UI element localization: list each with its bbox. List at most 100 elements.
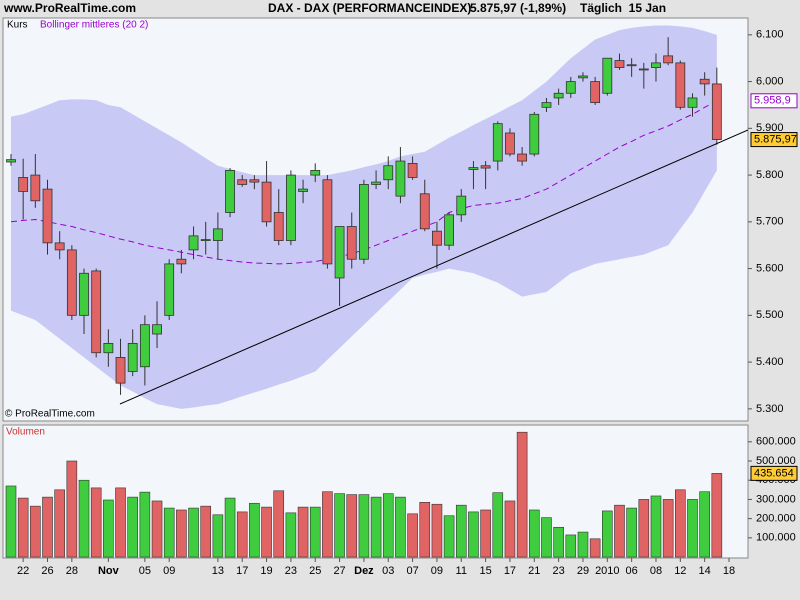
x-tick-label: 25 (309, 565, 321, 577)
candle-body (602, 57, 613, 94)
candle-body (553, 92, 564, 99)
x-tick-label: 28 (66, 565, 78, 577)
candle-body (590, 81, 601, 104)
x-tick-label: 07 (406, 565, 418, 577)
volume-bar (188, 507, 199, 558)
candle-body (529, 113, 540, 155)
volume-bar (687, 499, 698, 558)
volume-bar (528, 509, 540, 558)
volume-bar (565, 534, 577, 558)
volume-label: 435.654 (754, 467, 794, 479)
candle-body (42, 188, 53, 244)
y-tick-label: 300.000 (756, 493, 796, 505)
volume-bar (139, 491, 151, 558)
y-tick-label: 100.000 (756, 532, 796, 544)
legend-bollinger: Bollinger mittleres (20 2) (40, 20, 148, 31)
candle-body (200, 239, 211, 242)
volume-bar (127, 496, 138, 558)
instrument: DAX - DAX (PERFORMANCEINDEX) (268, 1, 471, 15)
volume-bar (30, 505, 41, 558)
volume-bar (699, 491, 710, 558)
y-tick-label: 5.800 (756, 169, 784, 181)
candle-body (91, 270, 102, 354)
candle-body (115, 357, 126, 384)
x-tick-label: 03 (382, 565, 394, 577)
period: Täglich 15 Jan (580, 1, 666, 15)
candle-body (407, 162, 418, 178)
x-tick-label: 26 (41, 565, 53, 577)
candle-body (626, 64, 637, 67)
x-tick-label: 15 (479, 565, 491, 577)
x-tick-label: 09 (431, 565, 443, 577)
credit: © ProRealTime.com (5, 409, 95, 420)
volume-bar (334, 493, 345, 558)
volume-bar (577, 531, 589, 558)
x-tick-label: 2010 (595, 565, 619, 577)
candle-body (334, 226, 345, 279)
volume-bar (273, 490, 285, 558)
price-plot (6, 25, 722, 409)
candle-body (638, 68, 649, 71)
candle-body (505, 132, 515, 155)
volume-bar (589, 538, 601, 558)
candle-body (456, 195, 467, 216)
candle-body (18, 177, 29, 192)
volume-bar (176, 509, 187, 558)
volume-bar (516, 431, 528, 558)
y-tick-label: 5.700 (756, 216, 784, 228)
candle-body (541, 102, 552, 108)
volume-label-box (750, 465, 798, 481)
volume-title: Volumen (6, 427, 45, 438)
volume-bar (468, 511, 479, 558)
volume-bar (614, 504, 625, 558)
candle-body (444, 214, 455, 246)
candle-body (711, 83, 722, 140)
volume-bar (212, 514, 224, 558)
candle-body (675, 62, 686, 108)
volume-bar (200, 505, 212, 558)
volume-bar (370, 496, 382, 558)
volume-bar (103, 499, 114, 558)
volume-bar (675, 489, 686, 558)
site: www.ProRealTime.com (3, 1, 136, 15)
volume-bar (455, 504, 467, 558)
volume-bar (662, 499, 674, 558)
candle-body (310, 170, 321, 176)
y-tick-label: 5.300 (756, 403, 784, 415)
x-tick-label: 21 (528, 565, 540, 577)
candle-body (651, 62, 661, 68)
y-tick-label: 5.900 (756, 122, 784, 134)
volume-bar (395, 496, 406, 558)
candle-body (468, 167, 479, 170)
candle-body (30, 174, 41, 202)
x-tick-label: 23 (285, 565, 297, 577)
x-tick-label: 29 (577, 565, 589, 577)
x-tick-label: 17 (504, 565, 516, 577)
x-tick-label: Dez (354, 565, 374, 577)
volume-bar (638, 499, 650, 558)
candle-body (419, 193, 430, 230)
y-tick-label: 5.600 (756, 262, 784, 274)
volume-bar (54, 489, 65, 558)
volume-bar (419, 502, 431, 558)
candle-body (79, 272, 89, 316)
candle-body (359, 184, 369, 260)
candle-body (212, 228, 223, 241)
volume-bar (553, 526, 564, 558)
candle-body (298, 188, 308, 192)
volume-bar (42, 496, 53, 558)
candle-body (103, 342, 114, 354)
candle-body (578, 75, 588, 79)
candle-body (237, 179, 248, 185)
x-tick-label: 18 (723, 565, 735, 577)
volume-bar (249, 502, 260, 558)
axes: 5.300 5.400 5.500 5.600 5.700 5.800 5.900 6.000… (17, 29, 798, 577)
volume-bar (5, 485, 17, 558)
bollinger-middle (10, 100, 718, 265)
candle-body (188, 235, 199, 251)
candle-body (152, 324, 162, 335)
volume-bar (78, 479, 90, 558)
candle-body (176, 258, 187, 265)
